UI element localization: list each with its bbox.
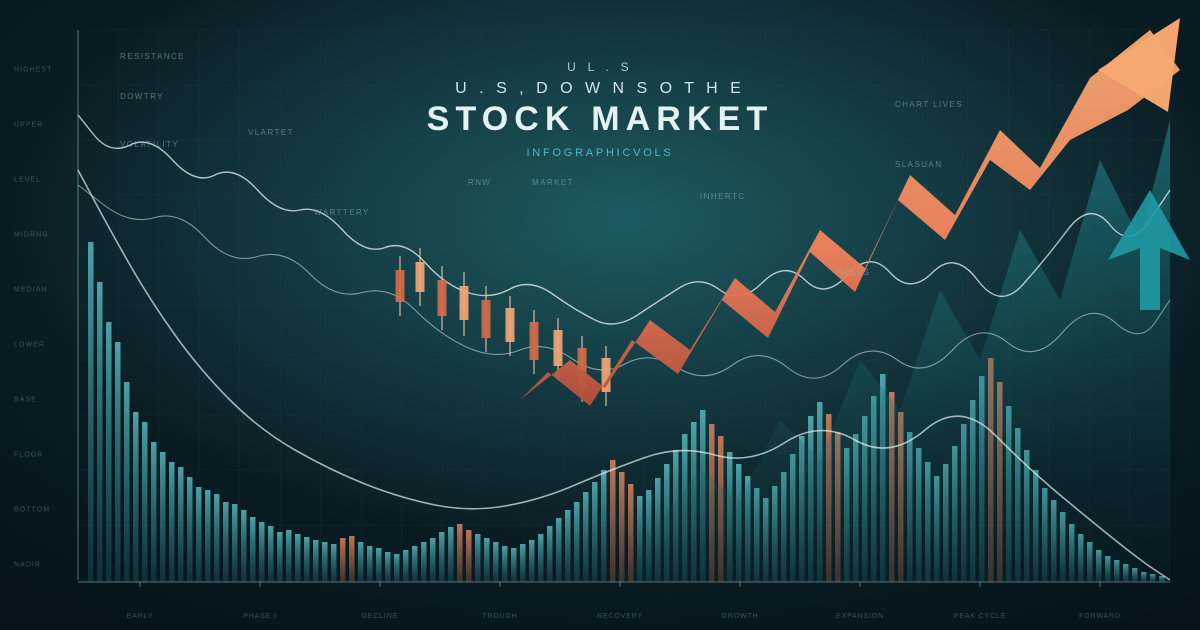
x-axis-label: FORWARD xyxy=(1079,613,1121,620)
candle xyxy=(530,322,539,360)
x-axis-label: DECLINE xyxy=(362,613,398,620)
volume-bar xyxy=(376,548,382,582)
volume-bar xyxy=(457,524,463,582)
volume-bar xyxy=(592,482,598,582)
volume-bar xyxy=(412,546,418,582)
volume-bar xyxy=(574,502,580,582)
volume-bar xyxy=(124,382,130,582)
candle xyxy=(554,330,563,366)
volume-bar xyxy=(475,534,481,582)
volume-bar xyxy=(277,532,283,582)
volume-bar xyxy=(142,422,148,582)
volume-bar xyxy=(250,517,256,582)
volume-bar xyxy=(529,540,535,582)
y-axis-label: MIDRNG xyxy=(14,232,49,239)
volume-bar xyxy=(385,552,391,582)
volume-bar xyxy=(358,542,364,582)
volume-bar xyxy=(232,504,238,582)
y-axis-label: BASE xyxy=(14,397,37,404)
volume-bar xyxy=(322,542,328,582)
volume-bar xyxy=(448,527,454,582)
volume-bar xyxy=(601,470,607,582)
volume-bar xyxy=(349,536,355,582)
volume-bar xyxy=(430,538,436,582)
volume-bar xyxy=(214,494,220,582)
volume-bar xyxy=(610,460,616,582)
candle xyxy=(506,308,515,342)
volume-bar xyxy=(484,538,490,582)
volume-bar xyxy=(115,342,121,582)
volume-bar xyxy=(466,530,472,582)
volume-bar xyxy=(169,462,175,582)
volume-bar xyxy=(619,472,625,582)
volume-bar xyxy=(223,502,229,582)
volume-bar xyxy=(259,522,265,582)
x-axis-label: EXPANSION xyxy=(836,613,884,620)
y-axis-label: UPPER xyxy=(14,122,43,129)
volume-bar xyxy=(547,526,553,582)
volume-bar xyxy=(178,467,184,582)
candle xyxy=(602,358,611,392)
volume-bar xyxy=(493,542,499,582)
volume-bar xyxy=(367,546,373,582)
chart-canvas xyxy=(0,0,1200,630)
volume-bar xyxy=(313,540,319,582)
y-axis-label: LEVEL xyxy=(14,177,41,184)
volume-bar xyxy=(520,544,526,582)
volume-bar xyxy=(286,530,292,582)
volume-bar xyxy=(556,518,562,582)
y-axis-label: HIGHEST xyxy=(14,67,52,74)
volume-bar xyxy=(295,534,301,582)
volume-bar xyxy=(511,548,517,582)
x-axis-label: TROUGH xyxy=(482,613,517,620)
volume-bar xyxy=(133,412,139,582)
volume-bar xyxy=(268,526,274,582)
volume-bar xyxy=(106,322,112,582)
volume-bar xyxy=(340,538,346,582)
volume-bar xyxy=(565,510,571,582)
volume-bar xyxy=(304,537,310,582)
volume-bar xyxy=(439,532,445,582)
candle xyxy=(482,300,491,338)
volume-bar xyxy=(151,442,157,582)
y-axis-label: FLOOR xyxy=(14,452,43,459)
volume-bar xyxy=(583,492,589,582)
volume-bar xyxy=(97,282,103,582)
candle xyxy=(460,286,469,320)
y-axis-label: BOTTOM xyxy=(14,507,50,514)
volume-bar xyxy=(160,452,166,582)
x-axis-label: PHASE I xyxy=(243,613,277,620)
x-axis-label: GROWTH xyxy=(722,613,759,620)
y-axis-label: LOWER xyxy=(14,342,45,349)
y-axis-label: MEDIAN xyxy=(14,287,48,294)
volume-bar xyxy=(403,550,409,582)
y-axis-label: NADIR xyxy=(14,562,41,569)
candle xyxy=(438,280,447,316)
candle xyxy=(396,270,405,302)
volume-bar xyxy=(205,490,211,582)
volume-bar xyxy=(88,242,94,582)
volume-bar xyxy=(538,534,544,582)
volume-bar xyxy=(187,477,193,582)
x-axis-label: PEAK CYCLE xyxy=(954,613,1006,620)
candle xyxy=(416,262,425,292)
volume-bar xyxy=(502,546,508,582)
x-axis-label: RECOVERY xyxy=(597,613,643,620)
volume-bar xyxy=(241,510,247,582)
x-axis-label: EARLY xyxy=(127,613,154,620)
volume-bar xyxy=(331,544,337,582)
volume-bar xyxy=(394,554,400,582)
volume-bar xyxy=(421,542,427,582)
volume-bar xyxy=(196,487,202,582)
